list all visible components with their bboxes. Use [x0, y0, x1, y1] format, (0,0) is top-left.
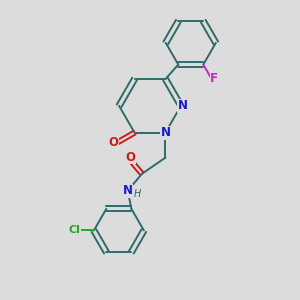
Text: Cl: Cl: [69, 226, 81, 236]
Text: O: O: [109, 136, 119, 149]
Text: N: N: [177, 99, 188, 112]
Text: N: N: [160, 126, 170, 139]
Text: H: H: [134, 189, 142, 199]
Text: N: N: [123, 184, 133, 197]
Text: F: F: [210, 72, 218, 85]
Text: O: O: [125, 151, 136, 164]
